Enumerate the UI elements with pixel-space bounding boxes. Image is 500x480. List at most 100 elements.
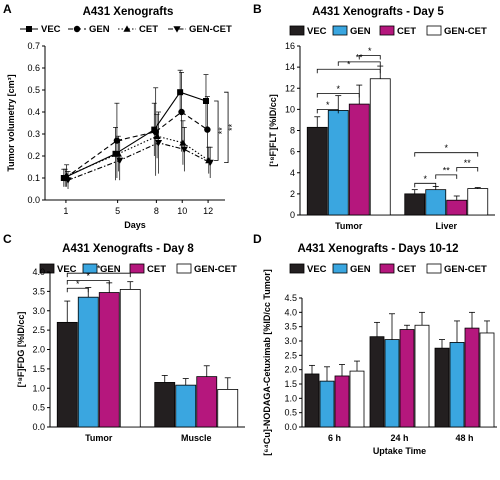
y-tick-label: 4.5: [284, 293, 297, 303]
significance-label: *: [444, 143, 448, 153]
legend-swatch: [176, 263, 192, 274]
significance-bracket: [214, 100, 219, 161]
data-point: [116, 157, 124, 164]
panel-b-letter: B: [253, 2, 262, 16]
significance-label: *: [336, 84, 340, 94]
significance-bracket: [358, 55, 381, 60]
significance-label: **: [227, 123, 237, 131]
legend-label: GEN: [100, 264, 121, 275]
legend-marker: [173, 26, 181, 33]
legend-label: GEN-CET: [444, 264, 487, 275]
y-tick-label: 0.5: [32, 403, 45, 413]
legend-swatch: [289, 25, 305, 36]
y-tick-label: 1.5: [284, 379, 297, 389]
chart-panel-a: 0.0 0.1 0.2 0.3 0.4 0.5 0.6 0.7 1 5 8 10 12 Days Tumor…: [6, 24, 237, 230]
y-tick-label: 2.5: [32, 325, 45, 335]
legend-label: CET: [139, 24, 158, 35]
bar: [434, 347, 450, 428]
chart-panel-c: VEC GEN CET GEN-CET 0.0 0.5 1.0 1.5 2.0 2.5 3.0 3.5…: [16, 263, 245, 443]
x-tick-label: 10: [177, 206, 187, 216]
significance-bracket: [66, 280, 110, 285]
legend-swatch: [426, 263, 442, 274]
bar: [348, 103, 370, 216]
y-tick-label: 0.5: [27, 85, 40, 95]
data-point: [64, 177, 72, 184]
panel-a-title: A431 Xenografts: [83, 6, 174, 18]
significance-label: *: [423, 174, 427, 184]
y-tick-label: 0.0: [27, 195, 40, 205]
y-tick-label: 16: [285, 41, 295, 51]
legend-swatch: [379, 25, 395, 36]
legend-label: GEN-CET: [194, 264, 237, 275]
y-tick-label: 6: [290, 147, 295, 157]
legend-label: GEN: [89, 24, 110, 35]
y-tick-label: 0.2: [27, 151, 40, 161]
chart-panel-d: VEC GEN CET GEN-CET 0.0 0.5 1.0 1.5 2.0 2.5 3.0 3.5…: [262, 263, 497, 456]
panel-d-letter: D: [253, 232, 262, 246]
significance-label: **: [464, 158, 472, 168]
significance-bracket: [414, 182, 437, 188]
legend-label: CET: [397, 264, 416, 275]
x-tick-label: Tumor: [335, 221, 363, 231]
significance-bracket: [316, 93, 360, 98]
bar: [384, 339, 400, 428]
data-point: [114, 150, 122, 157]
series-line: [67, 142, 211, 181]
bar: [56, 321, 78, 428]
y-tick-label: 3.5: [284, 322, 297, 332]
data-point: [112, 150, 119, 157]
bar: [334, 375, 350, 428]
bar: [449, 342, 465, 428]
data-point: [153, 132, 161, 139]
panel-c-title: A431 Xenografts - Day 8: [62, 243, 194, 255]
legend-marker: [123, 25, 131, 32]
x-tick-label: 12: [203, 206, 213, 216]
legend-swatch: [289, 263, 305, 274]
y-tick-label: 2: [290, 189, 295, 199]
bar: [467, 188, 489, 216]
series-line: [66, 135, 210, 177]
bar: [399, 329, 415, 428]
x-tick-label: 8: [154, 206, 159, 216]
data-point: [204, 126, 211, 133]
legend-label: VEC: [307, 26, 327, 37]
significance-label: *: [368, 46, 372, 56]
y-axis-title: [⁶⁴Cu]-NODAGA-Cetuximab [%ID/cc Tumor]: [262, 269, 272, 455]
bar: [77, 296, 99, 428]
legend-label: GEN: [350, 264, 371, 275]
series-line: [64, 111, 208, 179]
panel-b-title: A431 Xenografts - Day 5: [312, 6, 444, 18]
bar: [369, 336, 385, 428]
legend-swatch: [332, 263, 348, 274]
legend-swatch: [39, 263, 55, 274]
data-point: [63, 172, 71, 179]
panel-c-letter: C: [3, 232, 12, 246]
significance-bracket: [224, 91, 229, 163]
significance-label: *: [347, 60, 351, 70]
y-tick-label: 12: [285, 83, 295, 93]
y-axis-title: [¹⁸F]FDG [%ID/cc]: [16, 312, 26, 388]
y-tick-label: 0.5: [284, 408, 297, 418]
x-tick-label: 5: [115, 206, 120, 216]
x-tick-label: Muscle: [181, 433, 212, 443]
significance-label: **: [443, 165, 451, 175]
x-axis-title: Uptake Time: [373, 446, 426, 456]
legend-label: CET: [397, 26, 416, 37]
significance-label: *: [86, 271, 90, 281]
y-tick-label: 0.3: [27, 129, 40, 139]
data-point: [206, 159, 214, 167]
y-tick-label: 4.0: [284, 307, 297, 317]
x-tick-label: 24 h: [390, 433, 408, 443]
significance-bracket: [316, 68, 381, 74]
legend-swatch: [426, 25, 442, 36]
significance-bracket: [316, 108, 339, 114]
y-axis-title: [¹⁸F]FLT [%ID/cc]: [268, 94, 278, 167]
data-point: [202, 98, 209, 104]
legend-marker: [73, 25, 81, 33]
y-tick-label: 10: [285, 104, 295, 114]
panel-a-letter: A: [3, 2, 12, 16]
significance-bracket: [66, 287, 89, 293]
significance-label: **: [217, 127, 227, 135]
x-tick-label: 48 h: [455, 433, 473, 443]
